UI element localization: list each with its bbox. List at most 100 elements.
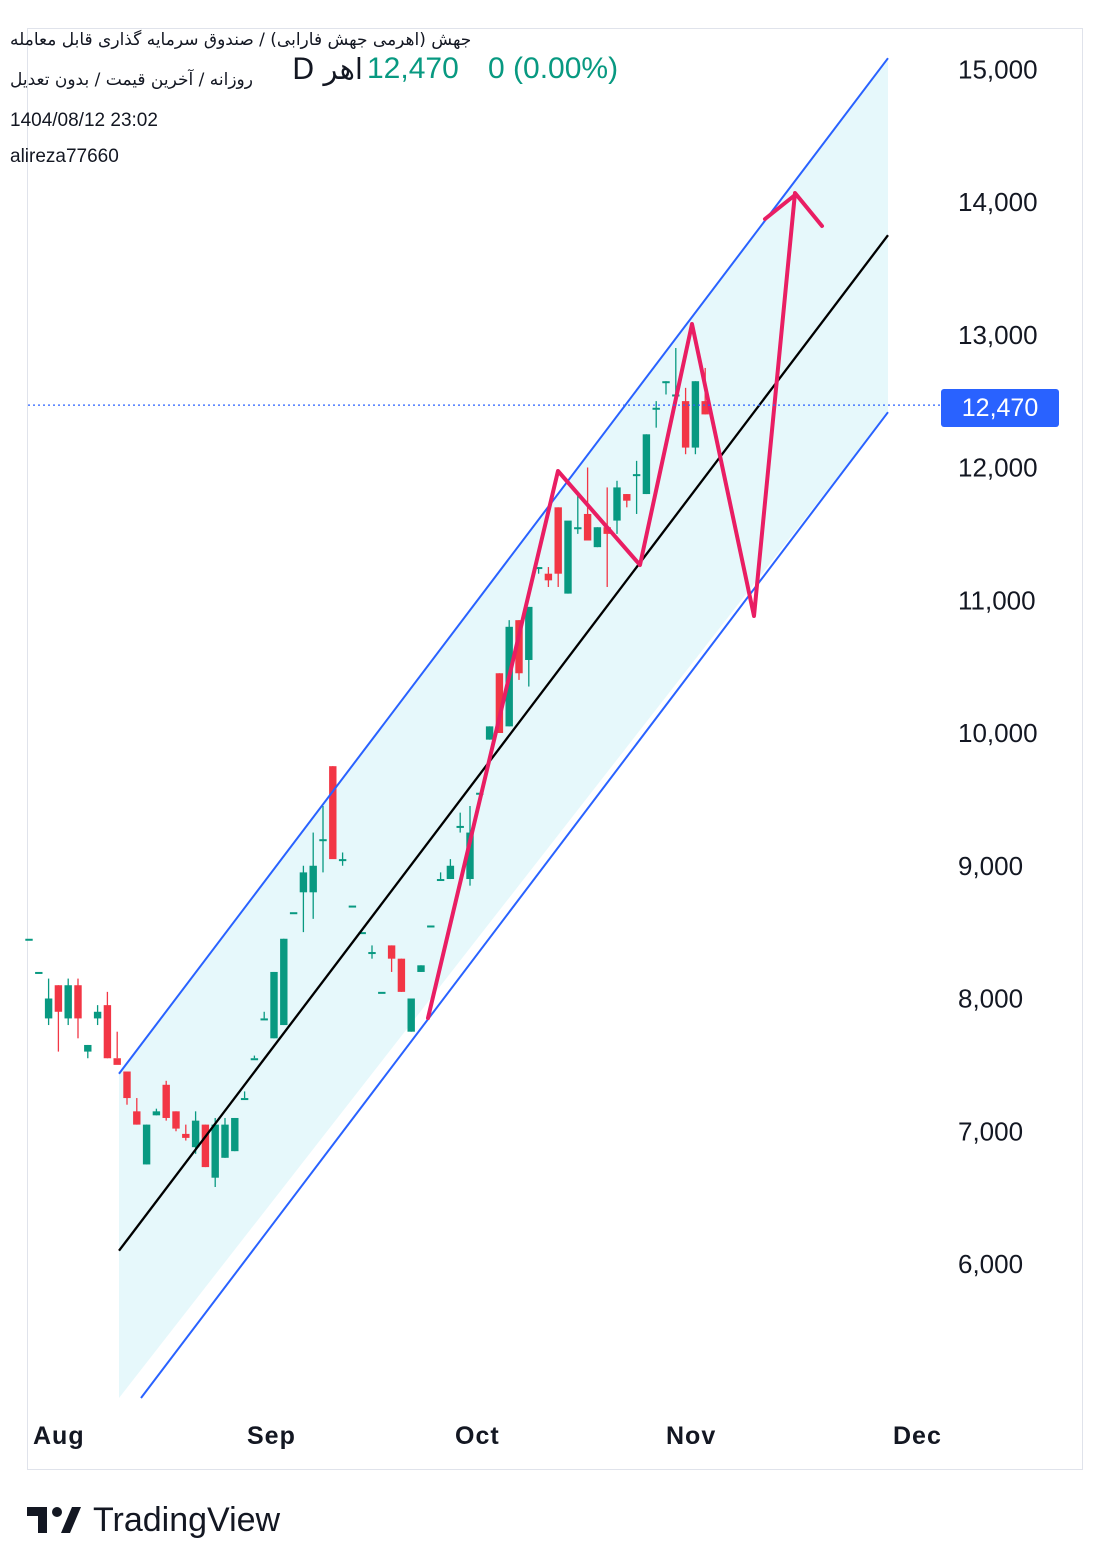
author-name: alireza77660 (10, 146, 119, 167)
candle (133, 1098, 141, 1125)
candle (64, 978, 72, 1026)
candle (231, 1117, 239, 1152)
tradingview-logo-icon (27, 1507, 81, 1533)
candle (407, 998, 415, 1032)
candle (574, 494, 582, 534)
candle (456, 812, 464, 833)
candle (613, 480, 621, 534)
x-tick-label: Sep (247, 1422, 296, 1450)
candle (103, 991, 112, 1059)
y-tick-label: 15,000 (958, 54, 1038, 84)
candle (544, 567, 553, 587)
candle (436, 872, 445, 882)
candle (319, 806, 327, 873)
candle (44, 978, 53, 1026)
candle (260, 1011, 268, 1021)
candle (182, 1124, 190, 1141)
candle (270, 971, 278, 1039)
candle (74, 978, 82, 1039)
candle (250, 1055, 259, 1061)
candle (397, 958, 406, 992)
y-tick-label: 8,000 (958, 984, 1023, 1014)
candle (691, 381, 700, 455)
candle (25, 938, 33, 941)
channel-area (119, 58, 888, 1398)
last-price-tag: 12,470 (941, 389, 1059, 427)
candle (240, 1091, 249, 1101)
candle (564, 520, 572, 594)
channel-fill (119, 58, 888, 1398)
candle (417, 965, 425, 972)
candle (221, 1117, 229, 1158)
candle (191, 1111, 200, 1154)
y-tick-label: 10,000 (958, 718, 1038, 748)
price-change: 0 (0.00%) (488, 52, 619, 85)
candle (142, 1124, 151, 1165)
candle (211, 1117, 219, 1188)
candle (338, 852, 347, 866)
candle (632, 460, 641, 514)
y-tick-label: 11,000 (958, 585, 1036, 615)
candle (681, 387, 690, 455)
candle (35, 971, 43, 974)
channel-mid-line (118, 234, 889, 1252)
x-tick-label: Oct (455, 1422, 500, 1450)
candle (289, 912, 298, 915)
candle (387, 945, 396, 972)
last-price-value: 12,470 (367, 52, 459, 85)
symbol-label: اهر D (292, 52, 363, 86)
candle (93, 1005, 102, 1026)
chart-subtitle: روزانه / آخرین قیمت / بدون تعدیل (10, 70, 253, 90)
candle (280, 938, 288, 1026)
y-tick-label: 12,000 (958, 453, 1038, 483)
y-tick-label: 7,000 (958, 1116, 1023, 1146)
candle (358, 932, 366, 935)
chart-date: 1404/08/12 23:02 (10, 110, 158, 131)
candle (348, 905, 357, 908)
candle (554, 507, 562, 587)
chart-title: جهش (اهرمی جهش فارابی) / صندوق سرمایه گذ… (10, 30, 472, 50)
candle (162, 1080, 170, 1121)
channel-lines (118, 57, 889, 1399)
candle (201, 1124, 210, 1168)
channel-lower-line (140, 411, 889, 1399)
candle (368, 945, 376, 959)
candle (525, 606, 533, 687)
y-tick-label: 14,000 (958, 187, 1038, 217)
projection-arrow-head (763, 193, 797, 221)
y-tick-label: 13,000 (958, 320, 1038, 350)
candle (84, 1044, 92, 1059)
tradingview-logo[interactable]: TradingView (27, 1496, 280, 1544)
brand-name: TradingView (93, 1500, 281, 1539)
candle (446, 859, 455, 880)
candle (662, 381, 670, 395)
y-tick-label: 9,000 (958, 851, 1023, 881)
candle (113, 1031, 121, 1065)
projection-path (426, 191, 824, 1020)
candle (329, 766, 337, 860)
candle (123, 1071, 131, 1105)
x-tick-label: Aug (33, 1422, 85, 1450)
candle (593, 527, 602, 548)
candle (534, 567, 543, 574)
candle (427, 925, 435, 928)
x-tick-label: Dec (893, 1422, 942, 1450)
x-axis: Aug Sep Oct Nov Dec (33, 1422, 942, 1450)
channel-upper-line (118, 57, 889, 1075)
candle (152, 1108, 161, 1116)
y-tick-label: 6,000 (958, 1249, 1023, 1279)
x-tick-label: Nov (666, 1422, 716, 1450)
candle (485, 726, 494, 740)
chart-frame (27, 28, 1083, 1470)
candle (642, 434, 651, 495)
candle (623, 494, 631, 508)
candle (652, 401, 660, 428)
candle (299, 865, 308, 933)
candle (309, 832, 317, 919)
candle (378, 991, 386, 994)
candle (172, 1111, 180, 1132)
y-axis: 6,000 7,000 8,000 9,000 10,000 11,000 12,000 13… (958, 54, 1038, 1279)
candle (54, 985, 63, 1052)
candle (603, 487, 611, 587)
